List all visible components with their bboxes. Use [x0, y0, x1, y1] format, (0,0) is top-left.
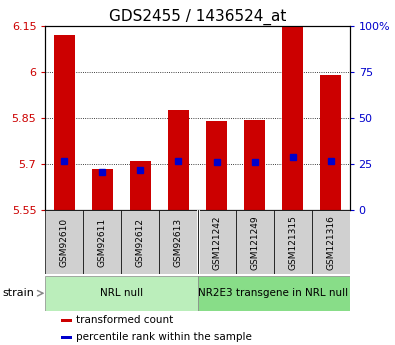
Text: NRL null: NRL null [100, 288, 143, 298]
Bar [160, 210, 198, 274]
Bar [130, 161, 151, 210]
Bar [61, 336, 71, 339]
Text: GSM92610: GSM92610 [60, 218, 69, 267]
Text: percentile rank within the sample: percentile rank within the sample [76, 333, 252, 343]
Text: GSM92612: GSM92612 [136, 218, 145, 267]
Bar [312, 210, 350, 274]
Bar [45, 210, 83, 274]
Bar [198, 276, 350, 310]
Text: GSM121249: GSM121249 [250, 215, 259, 270]
Bar [206, 121, 227, 210]
Text: GSM121242: GSM121242 [212, 215, 221, 269]
Text: strain: strain [2, 288, 34, 298]
Bar [45, 276, 198, 310]
Bar [54, 35, 75, 210]
Text: transformed count: transformed count [76, 315, 173, 325]
Bar [61, 319, 71, 322]
Text: GSM92613: GSM92613 [174, 218, 183, 267]
Bar [282, 26, 303, 210]
Bar [92, 169, 113, 210]
Title: GDS2455 / 1436524_at: GDS2455 / 1436524_at [109, 8, 286, 24]
Bar [320, 75, 341, 210]
Bar [122, 210, 160, 274]
Text: GSM121315: GSM121315 [288, 215, 297, 270]
Text: GSM92611: GSM92611 [98, 218, 107, 267]
Bar [198, 210, 235, 274]
Bar [235, 210, 274, 274]
Bar [273, 210, 312, 274]
Text: NR2E3 transgene in NRL null: NR2E3 transgene in NRL null [198, 288, 349, 298]
Bar [83, 210, 122, 274]
Bar [168, 110, 189, 210]
Text: GSM121316: GSM121316 [326, 215, 335, 270]
Bar [244, 120, 265, 210]
